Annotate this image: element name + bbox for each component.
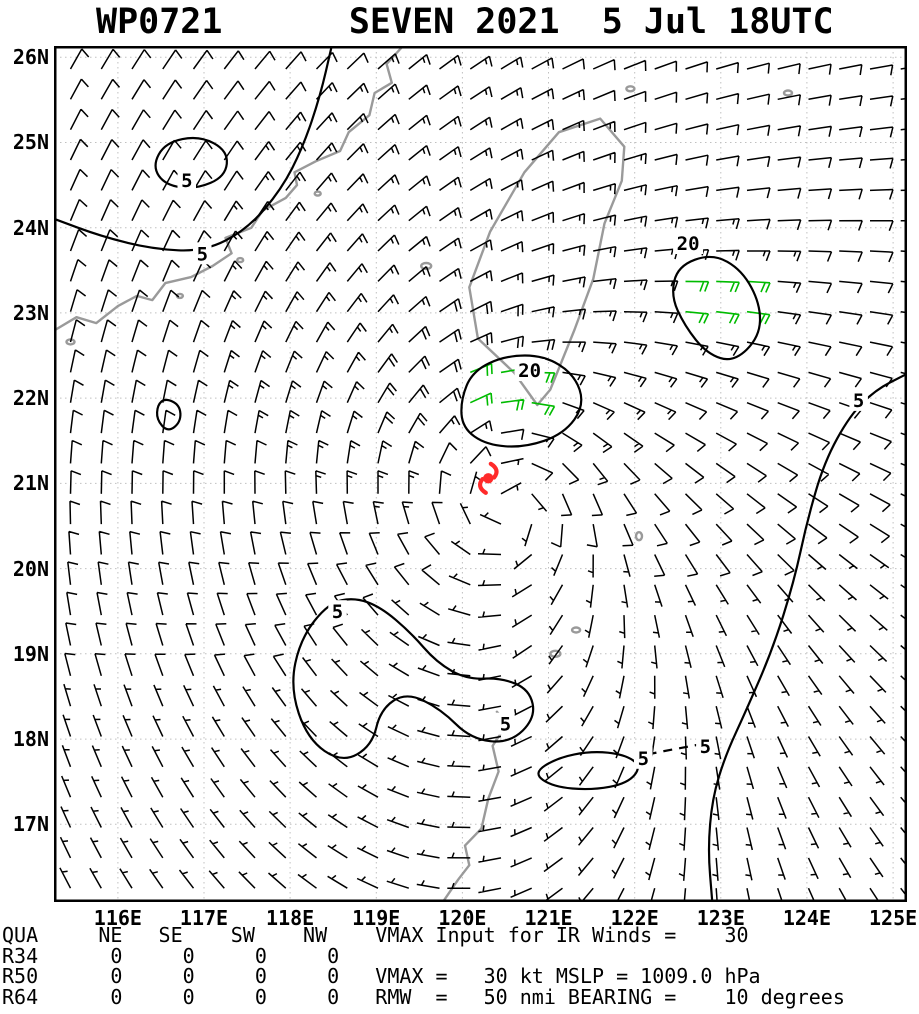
lon-tick-label: 116E — [93, 906, 142, 930]
lat-tick-label: 24N — [12, 215, 49, 240]
isotach-contour — [537, 751, 639, 791]
isotach-contours — [55, 47, 906, 901]
lon-tick-label: 121E — [524, 906, 573, 930]
contour-label-chip — [193, 242, 212, 265]
lat-tick-label: 20N — [12, 556, 49, 581]
lat-tick-label: 25N — [12, 130, 49, 155]
contour-label: 5 — [853, 390, 864, 412]
island — [420, 261, 433, 271]
map-frame: 5 5 20 20 5 5 5 5 5 — [54, 46, 907, 902]
lat-tick-label: 17N — [12, 812, 49, 837]
lat-tick-label: 23N — [12, 300, 49, 325]
isotach-contour — [292, 598, 535, 760]
wind-barbs-strong — [469, 280, 771, 416]
isotach-contour — [155, 398, 182, 431]
coastlines — [55, 47, 794, 901]
contour-label-chip — [634, 746, 653, 769]
island — [625, 85, 636, 93]
storm-data-footer: QUA NE SE SW NW VMAX Input for IR Winds … — [2, 925, 845, 1007]
contour-label: 5 — [500, 714, 511, 736]
contour-label: 20 — [677, 233, 700, 255]
contour-label: 5 — [332, 601, 343, 623]
contour-labels: 5 5 20 20 5 5 5 5 5 — [177, 169, 868, 770]
contour-label-chip — [514, 359, 545, 381]
chart-title: WP0721 SEVEN 2021 5 Jul 18UTC — [96, 2, 834, 42]
lat-tick-label: 18N — [12, 727, 49, 752]
luzon-coast — [442, 710, 509, 901]
lon-tick-label: 125E — [868, 906, 918, 930]
contour-label: 5 — [638, 748, 649, 770]
contour-label: 5 — [181, 170, 192, 192]
contour-label-chip — [328, 600, 347, 623]
contour-label: 5 — [700, 736, 711, 758]
lat-tick-label: 21N — [12, 471, 49, 496]
contour-label: 5 — [197, 243, 208, 265]
lon-tick-label: 123E — [696, 906, 745, 930]
isotach-contour — [707, 373, 906, 901]
lon-tick-label: 118E — [266, 906, 315, 930]
lon-tick-label: 122E — [610, 906, 659, 930]
contour-label: 20 — [518, 360, 541, 382]
island — [634, 531, 644, 542]
footer-line-r50: R50 0 0 0 0 VMAX = 30 kt MSLP = 1009.0 h… — [2, 964, 761, 989]
isotach-contour — [672, 255, 762, 361]
island — [235, 256, 245, 264]
lat-tick-label: 19N — [12, 641, 49, 666]
taiwan — [468, 117, 626, 407]
island — [549, 649, 562, 658]
contour-label-chip — [696, 734, 715, 757]
lat-tick-label: 26N — [12, 45, 49, 70]
footer-line-quadrants: QUA NE SE SW NW VMAX Input for IR Winds … — [2, 923, 749, 947]
lat-tick-label: 22N — [12, 386, 49, 411]
china-coast — [55, 47, 404, 332]
footer-line-r64: R64 0 0 0 0 RMW = 50 nmi BEARING = 10 de… — [2, 984, 845, 1009]
map-frame-border — [54, 46, 907, 902]
isotach-contour — [647, 743, 697, 756]
wind-map: 5 5 20 20 5 5 5 5 5 — [54, 46, 907, 902]
island — [570, 626, 582, 634]
isotach-contour — [55, 47, 333, 252]
contour-label-chip — [177, 169, 196, 191]
lon-tick-label: 124E — [782, 906, 832, 930]
lon-tick-label: 117E — [179, 906, 229, 930]
isotach-contour — [460, 354, 583, 448]
island — [313, 190, 322, 197]
contour-label-chip — [849, 388, 868, 411]
contour-label-chip — [496, 712, 515, 735]
tropical-cyclone-symbol — [477, 461, 499, 495]
footer-line-r34: R34 0 0 0 0 — [2, 943, 340, 968]
wind-barbs — [59, 48, 906, 901]
island — [782, 89, 794, 97]
contour-label-chip — [673, 232, 704, 254]
lon-tick-label: 119E — [352, 906, 401, 930]
lon-tick-label: 120E — [438, 906, 487, 930]
